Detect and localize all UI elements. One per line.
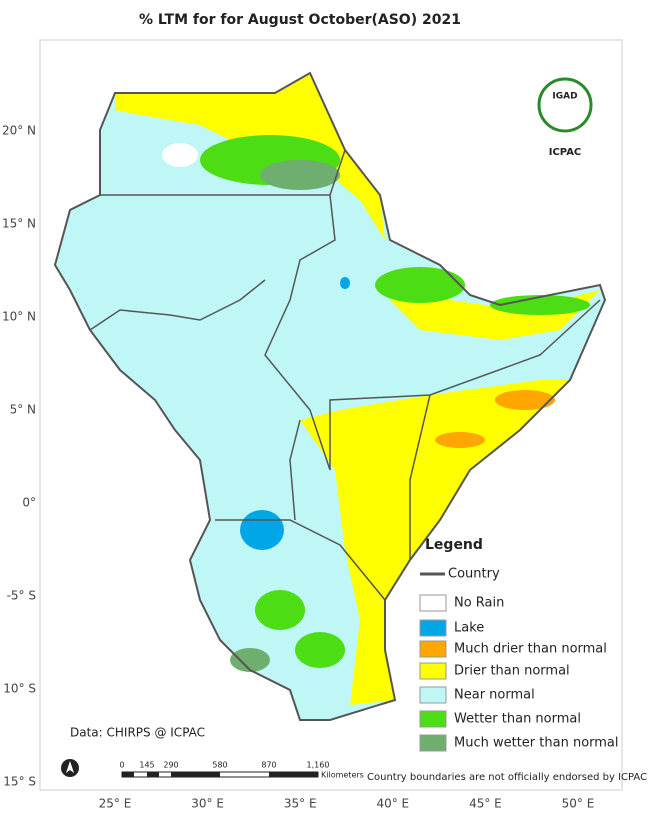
legend-label: Near normal (454, 688, 535, 703)
latitude-label: 20° N (2, 124, 36, 138)
legend: Legend Country No Rain Lake Much drier tha… (419, 537, 619, 752)
longitude-label: 30° E (191, 797, 224, 811)
outline (53, 71, 607, 721)
dry-blob (495, 390, 555, 410)
longitude-label: 35° E (284, 797, 317, 811)
scale-label: 0 (119, 761, 124, 770)
north-arrow (61, 759, 79, 777)
dry-blob (435, 432, 485, 448)
latitude-label: -5° S (7, 589, 36, 603)
country-boundary (289, 419, 301, 521)
scale-label: 1,160 (307, 761, 330, 770)
title: % LTM for for August October(ASO) 2021 (139, 12, 461, 28)
latitude-labels: 20° N 15° N 10° N 5° N 0° -5° S 10° S 15° S (2, 124, 36, 789)
legend-label: Much drier than normal (454, 642, 607, 657)
legend-label: Much wetter than normal (454, 736, 619, 751)
logo-name: ICPAC (549, 147, 582, 158)
region-wetter-horn (390, 290, 600, 340)
legend-label: No Rain (454, 596, 504, 611)
country-boundary (264, 194, 601, 471)
legend-title: Legend (425, 537, 483, 553)
scale-bar-segment (147, 772, 159, 777)
legend-swatch (419, 594, 447, 612)
country-boundary (409, 394, 431, 560)
country-boundary (89, 279, 266, 331)
longitude-labels: 25° E 30° E 35° E 40° E 45° E 50° E (99, 797, 595, 811)
scale-label: 870 (261, 761, 276, 770)
legend-swatch (419, 686, 447, 704)
wet-blob (230, 648, 270, 672)
scale-bar-segment (269, 772, 318, 777)
region-drier-east (300, 380, 570, 705)
latitude-label: 10° S (3, 682, 36, 696)
wet-blob (375, 267, 465, 303)
scale-label: 580 (212, 761, 227, 770)
longitude-label: 45° E (469, 797, 502, 811)
longitude-label: 50° E (562, 797, 595, 811)
legend-label: Drier than normal (454, 664, 570, 679)
latitude-label: 15° S (3, 775, 36, 789)
longitude-label: 25° E (99, 797, 132, 811)
logo: IGAD ICPAC (537, 77, 593, 158)
latitude-label: 0° (22, 496, 36, 510)
map (53, 71, 607, 721)
longitude-label: 40° E (376, 797, 409, 811)
no-rain (162, 143, 198, 167)
credit: Data: CHIRPS @ ICPAC (70, 726, 205, 740)
scale-label: 145 (139, 761, 154, 770)
region-near-normal (55, 73, 605, 720)
disclaimer: Country boundaries are not officially en… (367, 772, 647, 783)
legend-label: Wetter than normal (454, 712, 581, 727)
country-boundary (215, 519, 386, 601)
wet-blob (255, 590, 305, 630)
legend-swatch (419, 734, 447, 752)
scale-unit: Kilometers (321, 771, 364, 780)
scale-label: 290 (163, 761, 178, 770)
wet-blob (490, 295, 590, 315)
latitude-label: 10° N (2, 310, 36, 324)
latitude-label: 5° N (10, 403, 36, 417)
legend-swatch (419, 640, 447, 658)
legend-items: No Rain Lake Much drier than normal Drier t… (419, 594, 619, 752)
north-arrow-pointer (66, 761, 74, 773)
lake (340, 277, 350, 289)
latitude-label: 15° N (2, 217, 36, 231)
scale-bar-segment (171, 772, 220, 777)
lake (240, 510, 284, 550)
legend-swatch (419, 619, 447, 637)
logo-emblem-text: IGAD (552, 92, 577, 102)
legend-swatch (419, 710, 447, 728)
legend-country-label: Country (448, 567, 500, 582)
region-drier-north (115, 73, 385, 240)
legend-label: Lake (454, 621, 484, 636)
legend-swatch (419, 662, 447, 680)
logo-emblem (537, 77, 593, 133)
wet-blob (260, 160, 340, 190)
scale-bar-segment (122, 772, 134, 777)
wet-blob (295, 632, 345, 668)
